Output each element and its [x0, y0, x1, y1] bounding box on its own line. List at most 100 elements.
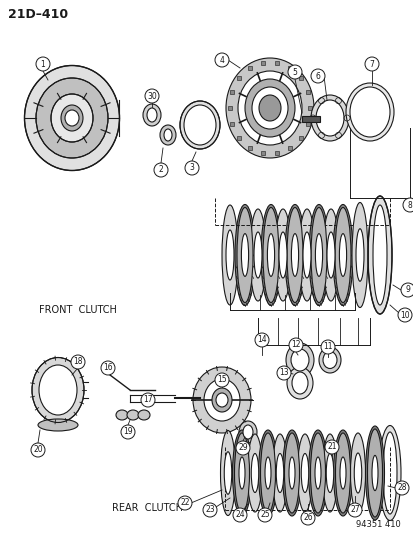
FancyBboxPatch shape — [230, 122, 234, 126]
Ellipse shape — [24, 66, 119, 171]
Ellipse shape — [286, 367, 312, 399]
Ellipse shape — [367, 429, 382, 517]
Ellipse shape — [288, 457, 294, 489]
Ellipse shape — [237, 71, 301, 145]
Ellipse shape — [345, 83, 393, 141]
Bar — [301, 116, 319, 122]
FancyBboxPatch shape — [230, 90, 234, 94]
Text: 30: 30 — [147, 92, 157, 101]
Circle shape — [347, 503, 361, 517]
Ellipse shape — [252, 87, 287, 129]
Circle shape — [397, 308, 411, 322]
Circle shape — [71, 355, 85, 369]
Ellipse shape — [285, 343, 313, 377]
Circle shape — [185, 161, 199, 175]
FancyBboxPatch shape — [261, 151, 264, 155]
Ellipse shape — [147, 108, 157, 122]
Ellipse shape — [351, 203, 367, 308]
Text: 28: 28 — [396, 483, 406, 492]
Ellipse shape — [216, 393, 228, 407]
Ellipse shape — [365, 426, 384, 520]
FancyBboxPatch shape — [237, 76, 241, 80]
Ellipse shape — [221, 205, 237, 305]
Text: 16: 16 — [103, 364, 112, 373]
Ellipse shape — [322, 209, 338, 301]
Text: 20: 20 — [33, 446, 43, 455]
Ellipse shape — [371, 455, 377, 490]
Ellipse shape — [39, 365, 77, 415]
Ellipse shape — [260, 205, 280, 305]
Text: 9: 9 — [405, 286, 409, 295]
Ellipse shape — [238, 421, 256, 443]
Ellipse shape — [51, 94, 93, 142]
Ellipse shape — [291, 233, 298, 277]
Ellipse shape — [247, 434, 262, 512]
Ellipse shape — [326, 232, 334, 278]
Text: 1: 1 — [40, 60, 45, 69]
Ellipse shape — [284, 205, 304, 305]
Ellipse shape — [236, 207, 252, 303]
Ellipse shape — [332, 205, 352, 305]
Circle shape — [141, 393, 154, 407]
Circle shape — [400, 283, 413, 297]
Ellipse shape — [220, 431, 235, 515]
Ellipse shape — [260, 433, 275, 513]
Ellipse shape — [32, 358, 84, 423]
Ellipse shape — [116, 410, 128, 420]
Ellipse shape — [355, 229, 363, 281]
Ellipse shape — [264, 457, 271, 489]
Text: 2: 2 — [158, 166, 163, 174]
Ellipse shape — [284, 433, 299, 513]
Circle shape — [101, 361, 115, 375]
Ellipse shape — [350, 433, 365, 513]
Circle shape — [178, 496, 192, 510]
Ellipse shape — [204, 379, 240, 421]
Text: FRONT  CLUTCH: FRONT CLUTCH — [39, 305, 116, 315]
Ellipse shape — [211, 388, 231, 412]
Circle shape — [233, 508, 247, 522]
Ellipse shape — [259, 95, 280, 121]
Ellipse shape — [322, 351, 336, 368]
Text: 6: 6 — [315, 71, 320, 80]
Ellipse shape — [310, 207, 326, 303]
FancyBboxPatch shape — [247, 146, 252, 150]
Ellipse shape — [275, 454, 283, 492]
Text: 8: 8 — [407, 200, 411, 209]
Ellipse shape — [142, 104, 161, 126]
Ellipse shape — [349, 87, 389, 137]
Ellipse shape — [354, 453, 361, 493]
Circle shape — [31, 443, 45, 457]
Text: 21D–410: 21D–410 — [8, 7, 68, 20]
FancyBboxPatch shape — [298, 76, 302, 80]
Circle shape — [154, 163, 168, 177]
Text: 22: 22 — [180, 498, 189, 507]
Ellipse shape — [333, 430, 351, 516]
Ellipse shape — [180, 101, 219, 149]
Ellipse shape — [297, 434, 312, 512]
Ellipse shape — [378, 425, 400, 521]
Ellipse shape — [310, 433, 325, 513]
Ellipse shape — [301, 454, 308, 492]
Text: 23: 23 — [205, 505, 214, 514]
Text: 11: 11 — [323, 343, 332, 351]
Circle shape — [394, 481, 408, 495]
Ellipse shape — [372, 205, 386, 305]
Text: REAR  CLUTCH: REAR CLUTCH — [112, 503, 183, 513]
Text: 21: 21 — [326, 442, 336, 451]
Ellipse shape — [38, 419, 78, 431]
Text: 19: 19 — [123, 427, 133, 437]
Ellipse shape — [278, 232, 286, 278]
Ellipse shape — [183, 105, 216, 145]
Text: 24: 24 — [235, 511, 244, 520]
Ellipse shape — [159, 125, 176, 145]
Ellipse shape — [225, 230, 233, 280]
Ellipse shape — [65, 110, 79, 126]
Ellipse shape — [138, 410, 150, 420]
Text: 94351 410: 94351 410 — [355, 521, 399, 529]
FancyBboxPatch shape — [274, 151, 278, 155]
Ellipse shape — [334, 207, 350, 303]
Text: 26: 26 — [302, 513, 312, 522]
Circle shape — [402, 198, 413, 212]
Ellipse shape — [367, 196, 391, 314]
Text: 27: 27 — [349, 505, 359, 514]
